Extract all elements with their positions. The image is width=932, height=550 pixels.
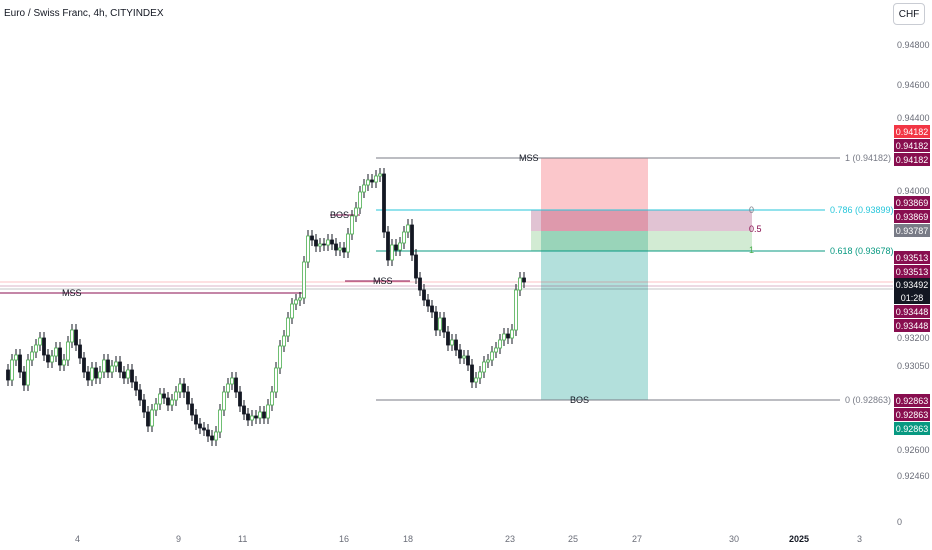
price-tag: 0.93513 [894, 265, 930, 278]
price-tag: 0.93448 [894, 305, 930, 318]
currency-button[interactable]: CHF [893, 3, 925, 25]
price-tag: 0.93869 [894, 196, 930, 209]
price-axis-label: 0.94600 [897, 80, 930, 90]
time-axis-label: 11 [238, 534, 247, 544]
price-tag: 0.93869 [894, 210, 930, 223]
chart-title: Euro / Swiss Franc, 4h, CITYINDEX [4, 8, 164, 19]
fib-level-1: 1 (0.94182) [845, 153, 891, 163]
fib-zone-upper[interactable] [531, 210, 752, 231]
fib-level-786: 0.786 (0.93899) [830, 205, 894, 215]
mss-label-left: MSS [62, 288, 82, 298]
price-tag: 0.93787 [894, 224, 930, 237]
time-axis-label: 25 [568, 534, 578, 544]
fib-level-0: 0 (0.92863) [845, 395, 891, 405]
price-axis-label: 0.93050 [897, 361, 930, 371]
price-tag: 0.92863 [894, 394, 930, 407]
time-axis-label: 16 [339, 534, 349, 544]
time-axis-label: 27 [632, 534, 642, 544]
price-axis-label: 0.92460 [897, 471, 930, 481]
price-tag: 0.92863 [894, 422, 930, 435]
price-axis-label: 0.93200 [897, 333, 930, 343]
stop-loss-zone[interactable] [541, 158, 648, 231]
candle-countdown: 01:28 [894, 291, 930, 304]
position-level-1: 1 [749, 245, 754, 255]
time-axis-label-year: 2025 [789, 534, 809, 544]
price-tag: 0.94182 [894, 139, 930, 152]
fib-zone-lower[interactable] [531, 231, 752, 251]
mss-label-top: MSS [519, 153, 539, 163]
candlestick-series [6, 168, 526, 446]
take-profit-zone[interactable] [541, 231, 648, 400]
time-axis-label: 9 [176, 534, 181, 544]
current-price-tag: 0.93492 [894, 278, 930, 291]
fib-level-618: 0.618 (0.93678) [830, 246, 894, 256]
price-axis-label: 0.94000 [897, 186, 930, 196]
price-axis-label: 0.94800 [897, 40, 930, 50]
price-tag: 0.93448 [894, 319, 930, 332]
time-axis-label: 23 [505, 534, 515, 544]
position-level-05: 0.5 [749, 224, 762, 234]
price-axis-label: 0.94400 [897, 113, 930, 123]
price-tag: 0.92863 [894, 408, 930, 421]
time-axis-label: 4 [75, 534, 80, 544]
bos-label-top: BOS [330, 210, 349, 220]
time-axis-label: 3 [857, 534, 862, 544]
time-axis-label: 18 [403, 534, 413, 544]
bos-label-bottom: BOS [570, 395, 589, 405]
position-level-0: 0 [749, 205, 754, 215]
price-axis-corner: 0 [897, 517, 902, 527]
mss-label-mid: MSS [373, 276, 393, 286]
price-tag: 0.94182 [894, 153, 930, 166]
price-axis-label: 0.92600 [897, 445, 930, 455]
price-tag: 0.93513 [894, 251, 930, 264]
time-axis-label: 30 [729, 534, 739, 544]
price-tag: 0.94182 [894, 125, 930, 138]
